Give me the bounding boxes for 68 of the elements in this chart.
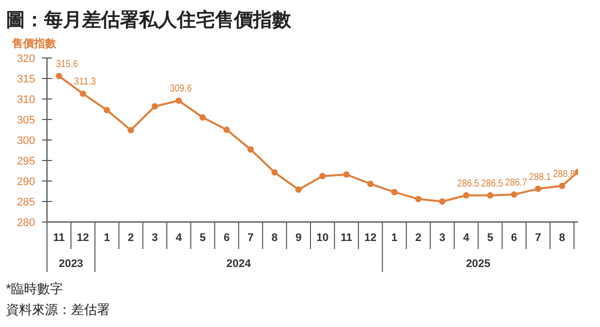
data-label: 288.1 [529,172,554,183]
x-tick-label: 4 [176,232,183,244]
point [367,180,374,188]
y-tick-label: 315 [16,74,36,86]
y-tick-label: 290 [16,176,36,188]
data-label: 315.6 [56,59,82,70]
x-tick-label: 7 [535,232,542,244]
x-tick-label: 4 [463,232,470,244]
x-tick-label: 3 [439,232,446,244]
point [343,171,350,178]
point [510,191,518,198]
point [463,192,470,199]
x-tick-label: 2 [415,232,422,244]
x-tick-label: 10 [316,232,329,244]
y-tick-label: 280 [16,217,36,229]
data-label: 286.7 [505,178,530,189]
point [558,182,566,190]
data-label: 309.6 [170,84,195,95]
x-tick-label: 1 [104,232,110,244]
x-tick-label: 1 [391,232,398,244]
text: 2025 [466,258,490,270]
x-tick-label: 6 [224,232,230,244]
point [152,103,158,110]
y-tick-label: 310 [16,94,36,106]
y-axis-title: 售價指數 [11,37,57,50]
point [80,90,86,97]
y-tick-label: 320 [16,53,36,65]
text: 2024 [226,258,252,270]
data-label: 311.3 [74,76,98,88]
chart-title: 圖：每月差估署私人住宅售價指數 [6,9,292,31]
x-tick-label: 8 [558,232,566,244]
x-tick-label: 2 [128,232,134,244]
point [200,114,206,121]
point [319,172,326,180]
x-tick-label: 3 [152,232,158,244]
point [415,196,422,202]
point [176,97,182,104]
text: 2023 [58,258,84,270]
x-tick-label: 5 [200,232,206,244]
point [391,188,398,196]
x-tick-label: 11 [53,232,65,244]
point [223,126,230,133]
point [486,192,494,199]
y-tick-label: 305 [16,114,36,126]
point [439,198,446,205]
x-tick-label: 9 [295,232,302,244]
x-tick-label: 7 [248,232,254,244]
data-label: 286.5 [457,178,482,190]
point [56,72,62,80]
y-tick-label: 295 [16,156,36,168]
x-tick-label: 12 [76,232,90,244]
y-tick-label: 285 [16,196,36,208]
text: *臨時數字 [6,281,64,296]
point [104,106,110,114]
data-label: 288.8 [553,168,578,180]
x-tick-label: 6 [511,232,518,244]
point [534,186,542,192]
x-tick-label: 8 [272,232,278,244]
y-tick-label: 300 [16,135,36,147]
x-tick-label: 11 [340,232,352,244]
point [295,186,302,193]
point [128,126,134,134]
data-label: 286.5 [481,178,506,190]
x-tick-label: 12 [364,232,377,244]
x-tick-label: 5 [487,232,494,244]
source-note: 資料來源：差估署 [6,302,110,317]
point [271,169,278,176]
point [247,146,254,153]
